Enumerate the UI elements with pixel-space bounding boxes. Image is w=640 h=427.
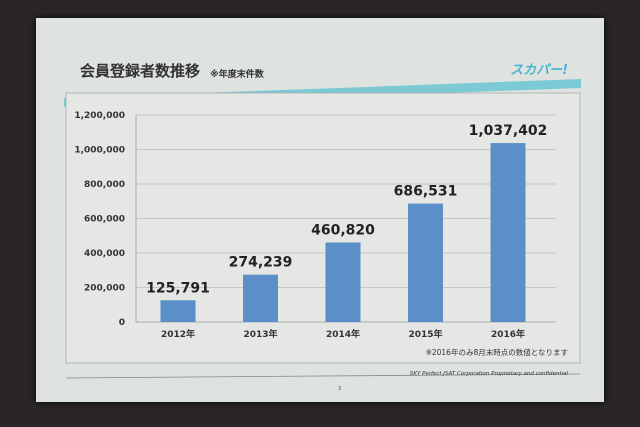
footer-divider: [65, 373, 581, 379]
data-label: 460,820: [311, 223, 375, 239]
page-number: 3: [338, 386, 341, 392]
data-label: 274,239: [229, 255, 293, 271]
data-label: 125,791: [146, 280, 210, 296]
bar: [160, 300, 196, 322]
bar: [490, 143, 526, 322]
y-tick-label: 200,000: [84, 284, 125, 294]
slide-subtitle: ※年度末件数: [210, 68, 265, 80]
bar: [408, 203, 443, 322]
y-tick-label: 1,200,000: [74, 111, 125, 121]
footer-text: SKY Perfect JSAT Corporation Proprietary…: [410, 371, 569, 377]
y-tick-label: 1,000,000: [74, 146, 125, 156]
bar: [243, 274, 278, 322]
x-tick-label: 2016年: [491, 328, 525, 340]
data-label: 1,037,402: [469, 123, 548, 139]
slide-title: 会員登録者数推移: [80, 62, 200, 80]
y-tick-label: 800,000: [84, 180, 125, 190]
x-tick-label: 2014年: [326, 328, 360, 340]
slide-canvas: 会員登録者数推移 ※年度末件数 スカパー! 0 200,000 400,000 600…: [64, 62, 581, 392]
footnote: ※2016年のみ8月末時点の数値となります: [426, 347, 568, 357]
y-tick-label: 0: [119, 318, 125, 328]
data-label: 686,531: [394, 184, 458, 200]
brand-logo: スカパー!: [510, 63, 568, 78]
slide: 会員登録者数推移 ※年度末件数 スカパー! 0 200,000 400,000 600…: [36, 18, 604, 402]
y-tick-label: 600,000: [84, 215, 125, 225]
bar: [325, 242, 361, 322]
x-tick-label: 2012年: [161, 328, 195, 340]
bar-chart: 0 200,000 400,000 600,000 800,000 1,000,000 1,…: [74, 111, 556, 340]
y-tick-label: 400,000: [84, 249, 125, 259]
x-tick-label: 2013年: [243, 328, 277, 340]
x-tick-label: 2015年: [408, 328, 442, 340]
